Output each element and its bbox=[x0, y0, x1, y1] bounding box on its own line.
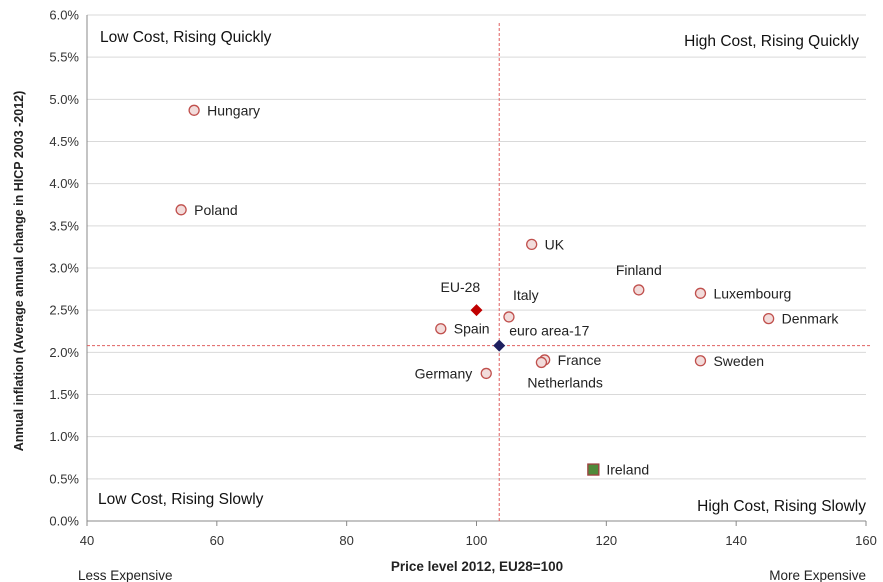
point-label-germany: Germany bbox=[415, 365, 473, 381]
point-euro-area-17 bbox=[493, 339, 506, 352]
y-tick-label-1: 0.5% bbox=[49, 471, 79, 486]
y-tick-label-6: 3.0% bbox=[49, 261, 79, 276]
point-hungary bbox=[188, 104, 200, 116]
quadrant-label-bottom-left: Low Cost, Rising Slowly bbox=[98, 491, 264, 508]
point-finland bbox=[633, 284, 645, 296]
point-sweden bbox=[694, 355, 707, 367]
point-label-poland: Poland bbox=[194, 202, 238, 218]
x-tick-label-0: 40 bbox=[80, 533, 94, 548]
x-tick-label-1: 60 bbox=[210, 533, 224, 548]
y-tick-label-10: 5.0% bbox=[49, 92, 79, 107]
y-tick-label-8: 4.0% bbox=[49, 176, 79, 191]
point-label-hungary: Hungary bbox=[207, 102, 260, 118]
y-tick-label-5: 2.5% bbox=[49, 303, 79, 318]
x-axis-left-end-label: Less Expensive bbox=[78, 568, 173, 582]
point-label-sweden: Sweden bbox=[713, 353, 764, 369]
point-italy bbox=[503, 311, 515, 323]
point-luxembourg bbox=[694, 287, 707, 299]
y-tick-label-2: 1.0% bbox=[49, 429, 79, 444]
grid-layer bbox=[87, 14, 866, 480]
x-tick-label-4: 120 bbox=[595, 533, 617, 548]
x-tick-label-3: 100 bbox=[466, 533, 488, 548]
point-label-euro-area-17: euro area-17 bbox=[509, 323, 589, 339]
point-label-finland: Finland bbox=[616, 262, 662, 278]
point-denmark bbox=[762, 312, 775, 325]
y-tick-label-3: 1.5% bbox=[49, 387, 79, 402]
point-label-luxembourg: Luxembourg bbox=[713, 285, 791, 301]
y-tick-label-9: 4.5% bbox=[49, 134, 79, 149]
x-axis-right-end-label: More Expensive bbox=[769, 568, 866, 582]
point-label-denmark: Denmark bbox=[782, 311, 840, 327]
y-tick-label-4: 2.0% bbox=[49, 345, 79, 360]
quadrant-label-top-right: High Cost, Rising Quickly bbox=[684, 33, 859, 50]
y-tick-label-11: 5.5% bbox=[49, 50, 79, 65]
point-poland bbox=[175, 204, 187, 216]
x-tick-label-6: 160 bbox=[855, 533, 877, 548]
point-label-netherlands: Netherlands bbox=[527, 374, 603, 390]
y-tick-label-7: 3.5% bbox=[49, 218, 79, 233]
point-label-france: France bbox=[558, 352, 602, 368]
quadrant-label-bottom-right: High Cost, Rising Slowly bbox=[697, 498, 866, 515]
y-axis-title: Annual inflation (Average annual change … bbox=[12, 91, 26, 452]
point-germany bbox=[480, 367, 492, 380]
x-tick-label-2: 80 bbox=[339, 533, 353, 548]
x-axis-title: Price level 2012, EU28=100 bbox=[391, 559, 563, 574]
axis-layer: 0.0% 0.5% 1.0% 1.5% 2.0% 2.5% 3.0% 3.5% 4.0% 4.5%… bbox=[49, 8, 876, 549]
y-tick-label-12: 6.0% bbox=[49, 8, 79, 23]
point-label-ireland: Ireland bbox=[606, 462, 649, 478]
point-netherlands bbox=[535, 356, 548, 369]
point-label-uk: UK bbox=[545, 236, 565, 252]
y-tick-label-0: 0.0% bbox=[49, 514, 79, 529]
point-uk bbox=[526, 238, 538, 251]
point-eu-28 bbox=[470, 304, 483, 317]
point-label-italy: Italy bbox=[513, 287, 539, 303]
reference-lines bbox=[87, 23, 870, 521]
point-label-spain: Spain bbox=[454, 321, 490, 337]
quadrant-label-top-left: Low Cost, Rising Quickly bbox=[100, 29, 272, 46]
point-ireland bbox=[587, 463, 600, 476]
x-tick-label-5: 140 bbox=[725, 533, 747, 548]
point-spain bbox=[435, 323, 447, 335]
data-points: Hungary Poland UK Finland Luxembourg Denmark I… bbox=[175, 102, 840, 478]
point-label-eu-28: EU-28 bbox=[441, 279, 481, 295]
